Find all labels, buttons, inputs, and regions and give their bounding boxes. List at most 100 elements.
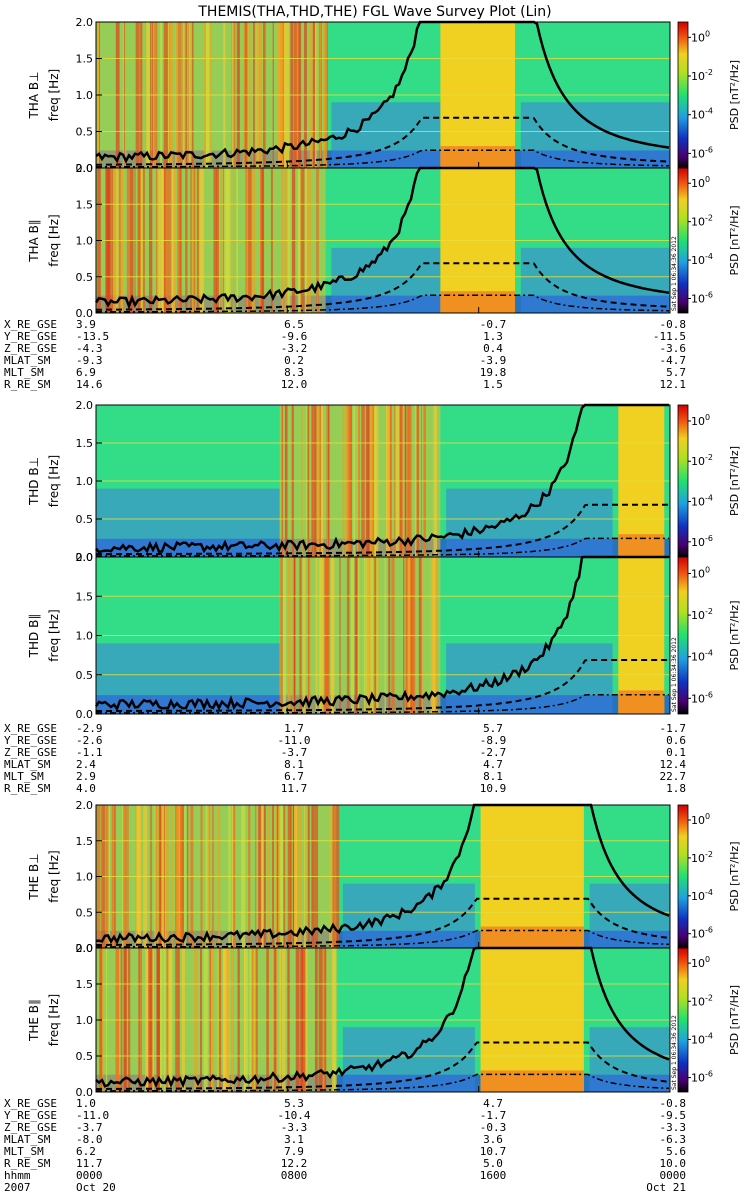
- tenth-gyrofrequency-curve: [96, 149, 669, 168]
- colorbar-tick-label: 10: [691, 496, 705, 509]
- ephemeris-value: -11.0: [76, 1109, 109, 1122]
- ephemeris-value: 1.7: [284, 722, 304, 735]
- colorbar-tick-exponent: -2: [705, 850, 713, 859]
- ephemeris-value: -4.7: [660, 354, 687, 367]
- colorbar-tick-exponent: -4: [705, 888, 713, 897]
- y-tick-label: 0.0: [76, 1086, 94, 1099]
- y-axis-label: freq [Hz]: [47, 69, 61, 121]
- y-axis-label: freq [Hz]: [47, 994, 61, 1046]
- ephemeris-label: Y_RE_GSE: [4, 1109, 57, 1122]
- colorbar-tick-exponent: -4: [705, 1031, 713, 1040]
- ephemeris-label: Y_RE_GSE: [4, 734, 57, 747]
- ephemeris-value: -9.6: [281, 330, 308, 343]
- ephemeris-value: 8.1: [284, 758, 304, 771]
- y-tick-label: 0.5: [76, 1050, 94, 1063]
- ephemeris-value: -3.3: [281, 1121, 308, 1134]
- ephemeris-value: -4.3: [76, 342, 103, 355]
- quiet-region: [446, 643, 613, 714]
- ephemeris-value: 8.1: [483, 770, 503, 783]
- ephemeris-value: 22.7: [660, 770, 687, 783]
- y-tick-label: 1.5: [76, 53, 94, 66]
- ephemeris-value: -11.5: [653, 330, 686, 343]
- x-tick-label: 0800: [281, 1169, 308, 1182]
- ephemeris-value: -1.7: [660, 722, 687, 735]
- ephemeris-label: MLT_SM: [4, 770, 44, 783]
- colorbar-label: PSD [nT²/Hz]: [728, 446, 741, 516]
- colorbar-label: PSD [nT²/Hz]: [728, 985, 741, 1055]
- y-tick-label: 1.0: [76, 1014, 94, 1027]
- colorbar-tick-label: 10: [691, 415, 705, 428]
- ephemeris-value: 10.0: [660, 1157, 687, 1170]
- ephemeris-value: 5.3: [284, 1097, 304, 1110]
- panel-name: THA B⊥: [27, 71, 41, 119]
- ephemeris-label: Z_RE_GSE: [4, 746, 57, 759]
- ephemeris-value: 5.0: [483, 1157, 503, 1170]
- x-tick-label: 1600: [480, 1169, 507, 1182]
- colorbar-tick-exponent: -2: [705, 68, 713, 77]
- ephemeris-value: 14.6: [76, 378, 103, 391]
- colorbar-label: PSD [nT²/Hz]: [728, 205, 741, 275]
- gyrofrequency-curve: [95, 403, 669, 554]
- ephemeris-label: Y_RE_GSE: [4, 330, 57, 343]
- y-tick-label: 0.0: [76, 307, 94, 320]
- colorbar-tick-label: 10: [691, 177, 705, 190]
- ephemeris-label: R_RE_SM: [4, 782, 51, 795]
- y-tick-label: 2.0: [76, 942, 94, 955]
- ephemeris-label: MLT_SM: [4, 366, 44, 379]
- colorbar-tick-label: 10: [691, 147, 705, 160]
- colorbar-tick-label: 10: [691, 651, 705, 664]
- quiet-region: [446, 488, 613, 557]
- y-tick-label: 1.5: [76, 835, 94, 848]
- gyrofrequency-curve: [94, 555, 669, 712]
- ephemeris-value: -3.2: [281, 342, 308, 355]
- quiet-region: [342, 883, 475, 948]
- y-tick-label: 0.5: [76, 126, 94, 139]
- y-axis-label: freq [Hz]: [47, 609, 61, 661]
- y-tick-label: 0.0: [76, 162, 94, 175]
- ephemeris-label: MLAT_SM: [4, 1133, 51, 1146]
- ephemeris-value: -13.5: [76, 330, 109, 343]
- ephemeris-value: -9.3: [76, 354, 103, 367]
- ephemeris-label: Z_RE_GSE: [4, 342, 57, 355]
- ephemeris-value: 12.2: [281, 1157, 308, 1170]
- ephemeris-value: -3.6: [660, 342, 687, 355]
- colorbar-tick-exponent: 0: [705, 413, 710, 422]
- perigee-low-band: [480, 1070, 584, 1092]
- y-tick-label: 1.5: [76, 978, 94, 991]
- ephemeris-value: 6.9: [76, 366, 96, 379]
- ephemeris-value: -0.8: [660, 1097, 687, 1110]
- ephemeris-value: 3.6: [483, 1133, 503, 1146]
- date-stamp: Sat Sep 1 06:34:36 2012: [671, 637, 678, 712]
- x-tick-label: 0000: [76, 1169, 103, 1182]
- ephemeris-label: MLAT_SM: [4, 758, 51, 771]
- y-axis-label: freq [Hz]: [47, 455, 61, 507]
- ephemeris-label: X_RE_GSE: [4, 318, 57, 331]
- ephemeris-value: -3.7: [281, 746, 308, 759]
- colorbar-tick-exponent: -2: [705, 214, 713, 223]
- perigee-low-band: [440, 146, 516, 168]
- ephemeris-value: 1.5: [483, 378, 503, 391]
- colorbar-tick-exponent: 0: [705, 565, 710, 574]
- tenth-gyrofrequency-curve: [96, 537, 669, 557]
- colorbar-tick-exponent: 0: [705, 955, 710, 964]
- ephemeris-value: 12.4: [660, 758, 687, 771]
- y-tick-label: 2.0: [76, 551, 94, 564]
- colorbar-tick-exponent: -4: [705, 649, 713, 658]
- colorbar-tick-label: 10: [691, 31, 705, 44]
- ephemeris-value: 5.7: [666, 366, 686, 379]
- ephemeris-value: -6.3: [660, 1133, 687, 1146]
- tenth-gyrofrequency-curve: [96, 929, 670, 948]
- ephemeris-value: 0.2: [284, 354, 304, 367]
- year-label: 2007: [4, 1181, 31, 1194]
- tenth-gyrofrequency-curve: [96, 1073, 670, 1092]
- colorbar-tick-label: 10: [691, 293, 705, 306]
- colorbar-tick-label: 10: [691, 692, 705, 705]
- ephemeris-value: 12.0: [281, 378, 308, 391]
- ephemeris-value: -0.7: [480, 318, 507, 331]
- colorbar-tick-exponent: -6: [705, 1070, 713, 1079]
- colorbar-tick-label: 10: [691, 254, 705, 267]
- colorbar-tick-label: 10: [691, 567, 705, 580]
- y-tick-label: 1.0: [76, 89, 94, 102]
